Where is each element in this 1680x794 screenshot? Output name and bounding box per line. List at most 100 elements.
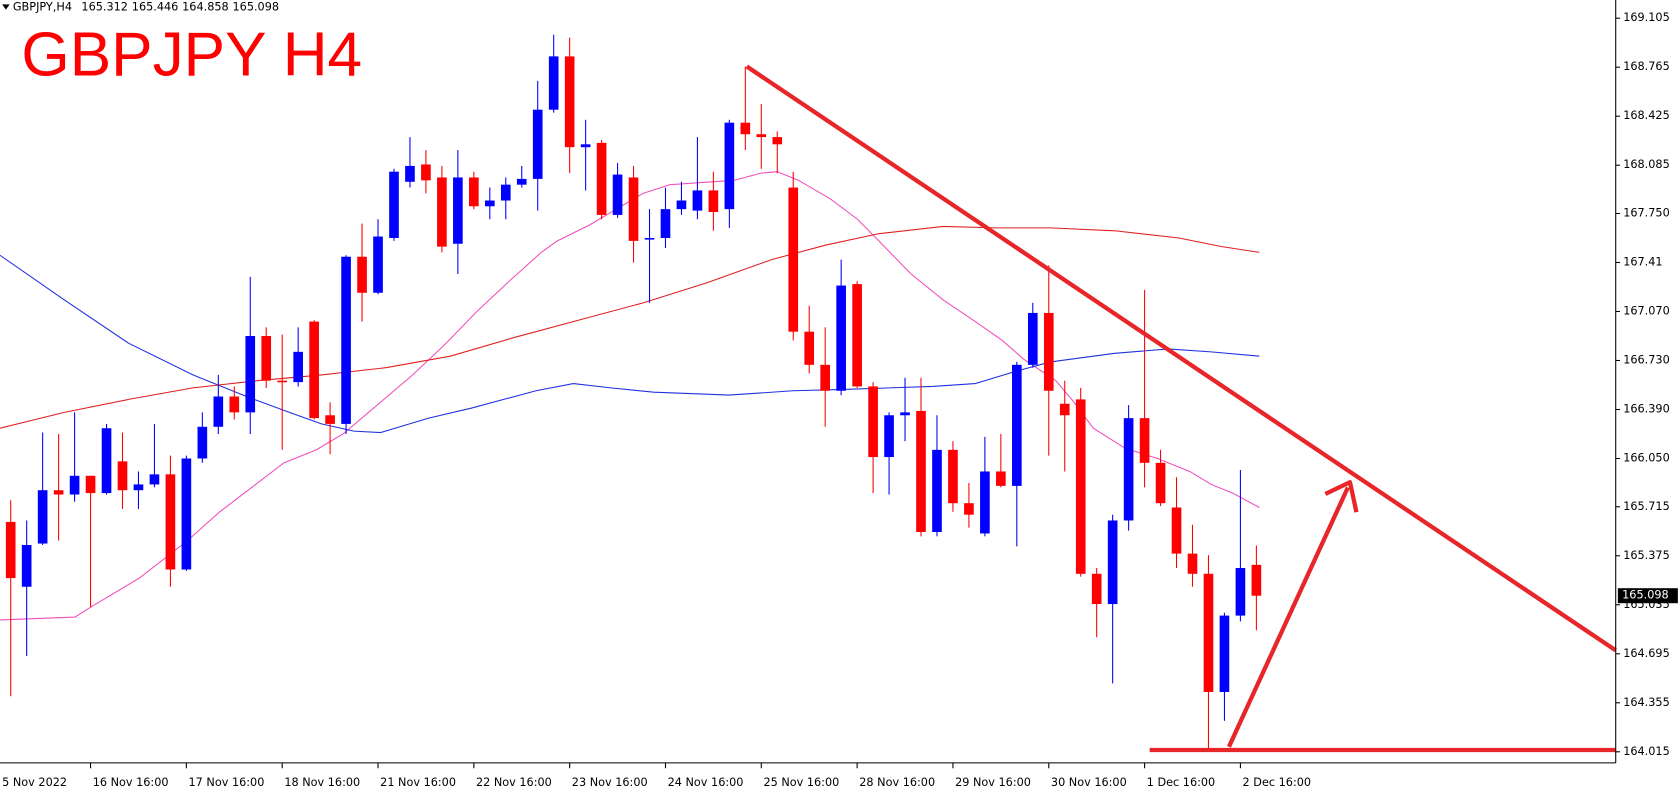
y-tick-label: 168.085 bbox=[1623, 158, 1670, 171]
candle-body bbox=[1107, 520, 1118, 605]
candle-body bbox=[692, 190, 703, 211]
candle-body bbox=[245, 335, 256, 413]
y-tick-label: 166.390 bbox=[1623, 402, 1670, 415]
candle-body bbox=[788, 187, 799, 332]
candle-body bbox=[708, 190, 719, 213]
candle-body bbox=[916, 410, 926, 533]
y-tick-label: 168.765 bbox=[1623, 60, 1670, 73]
plot-area bbox=[0, 34, 1262, 750]
candle-body bbox=[1123, 418, 1134, 521]
candle-body bbox=[293, 351, 303, 383]
x-tick-label: 22 Nov 16:00 bbox=[476, 776, 552, 789]
candle-body bbox=[1251, 564, 1262, 596]
price-label: 165.098 bbox=[1622, 589, 1669, 602]
candle-body bbox=[500, 184, 511, 201]
candle-body bbox=[628, 177, 639, 241]
candle-body bbox=[389, 171, 399, 238]
chart-title: GBPJPY H4 bbox=[21, 20, 362, 89]
y-tick-label: 164.695 bbox=[1623, 647, 1670, 660]
x-tick-label: 5 Nov 2022 bbox=[2, 776, 67, 789]
candle-body bbox=[980, 471, 990, 534]
moving-average bbox=[0, 254, 1260, 434]
y-tick-label: 169.105 bbox=[1623, 11, 1670, 24]
y-tick-label: 167.070 bbox=[1623, 304, 1670, 317]
candle-body bbox=[884, 415, 894, 458]
candle-body bbox=[484, 200, 495, 207]
candle-body bbox=[453, 177, 463, 244]
candle-body bbox=[405, 165, 415, 182]
candle-body bbox=[964, 503, 974, 515]
header-low: 164.858 bbox=[182, 1, 229, 14]
candle-body bbox=[660, 209, 671, 238]
y-tick-label: 167.750 bbox=[1623, 206, 1670, 219]
candle-body bbox=[1075, 399, 1086, 574]
candle-body bbox=[1027, 312, 1038, 365]
candle-body bbox=[69, 475, 80, 495]
candle-body bbox=[53, 490, 64, 495]
candle-body bbox=[564, 56, 575, 148]
candle-body bbox=[1187, 553, 1198, 574]
candle-body bbox=[325, 415, 335, 424]
candle-body bbox=[900, 412, 910, 416]
candle-body bbox=[1171, 507, 1182, 554]
candle-body bbox=[772, 137, 783, 145]
candle-body bbox=[133, 484, 144, 491]
candle-body bbox=[644, 237, 655, 240]
candle-body bbox=[1059, 403, 1070, 416]
candle-body bbox=[1091, 573, 1102, 605]
candle-body bbox=[37, 490, 48, 544]
candle-body bbox=[85, 475, 96, 494]
y-tick-label: 166.050 bbox=[1623, 451, 1670, 464]
candle-body bbox=[996, 471, 1006, 486]
candle-body bbox=[197, 426, 208, 459]
x-tick-label: 29 Nov 16:00 bbox=[955, 776, 1031, 789]
x-tick-label: 28 Nov 16:00 bbox=[859, 776, 935, 789]
candle-body bbox=[596, 142, 607, 215]
x-tick-label: 2 Dec 16:00 bbox=[1243, 776, 1312, 789]
candle-body bbox=[756, 134, 767, 138]
y-tick-label: 166.730 bbox=[1623, 353, 1670, 366]
x-tick-label: 25 Nov 16:00 bbox=[763, 776, 839, 789]
x-tick-label: 1 Dec 16:00 bbox=[1147, 776, 1216, 789]
candle-body bbox=[804, 331, 815, 365]
candle-body bbox=[580, 144, 591, 148]
x-tick-label: 24 Nov 16:00 bbox=[668, 776, 744, 789]
symbol-label: GBPJPY,H4 bbox=[13, 1, 72, 14]
candle-body bbox=[469, 177, 479, 207]
candle-body bbox=[357, 256, 367, 293]
candle-body bbox=[373, 236, 383, 293]
candle-body bbox=[309, 321, 319, 419]
candle-body bbox=[724, 122, 735, 210]
candle-body bbox=[117, 461, 128, 491]
candle-body bbox=[181, 458, 192, 570]
candle-body bbox=[740, 122, 751, 135]
x-tick-label: 30 Nov 16:00 bbox=[1051, 776, 1127, 789]
y-tick-label: 164.355 bbox=[1623, 696, 1670, 709]
moving-average bbox=[0, 225, 1260, 429]
candle-body bbox=[1155, 462, 1166, 504]
candle-body bbox=[341, 256, 351, 424]
candle-body bbox=[1139, 418, 1150, 463]
header-high: 165.446 bbox=[132, 1, 179, 14]
candle-body bbox=[421, 164, 431, 181]
candle-body bbox=[932, 449, 942, 533]
x-tick-label: 21 Nov 16:00 bbox=[380, 776, 456, 789]
candle-body bbox=[820, 364, 831, 391]
candle-body bbox=[213, 396, 224, 427]
candle-body bbox=[836, 285, 846, 391]
x-tick-label: 18 Nov 16:00 bbox=[284, 776, 360, 789]
y-tick-label: 168.425 bbox=[1623, 109, 1670, 122]
candle-body bbox=[532, 109, 543, 179]
candle-body bbox=[516, 178, 527, 185]
header-close: 165.098 bbox=[233, 1, 280, 14]
arrow-head bbox=[1324, 480, 1359, 513]
candle-body bbox=[612, 174, 623, 215]
candle-body bbox=[437, 177, 447, 247]
candle-body bbox=[21, 544, 32, 587]
candle-body bbox=[149, 474, 160, 485]
header-open: 165.312 bbox=[81, 1, 128, 14]
candle-body bbox=[1203, 573, 1214, 692]
